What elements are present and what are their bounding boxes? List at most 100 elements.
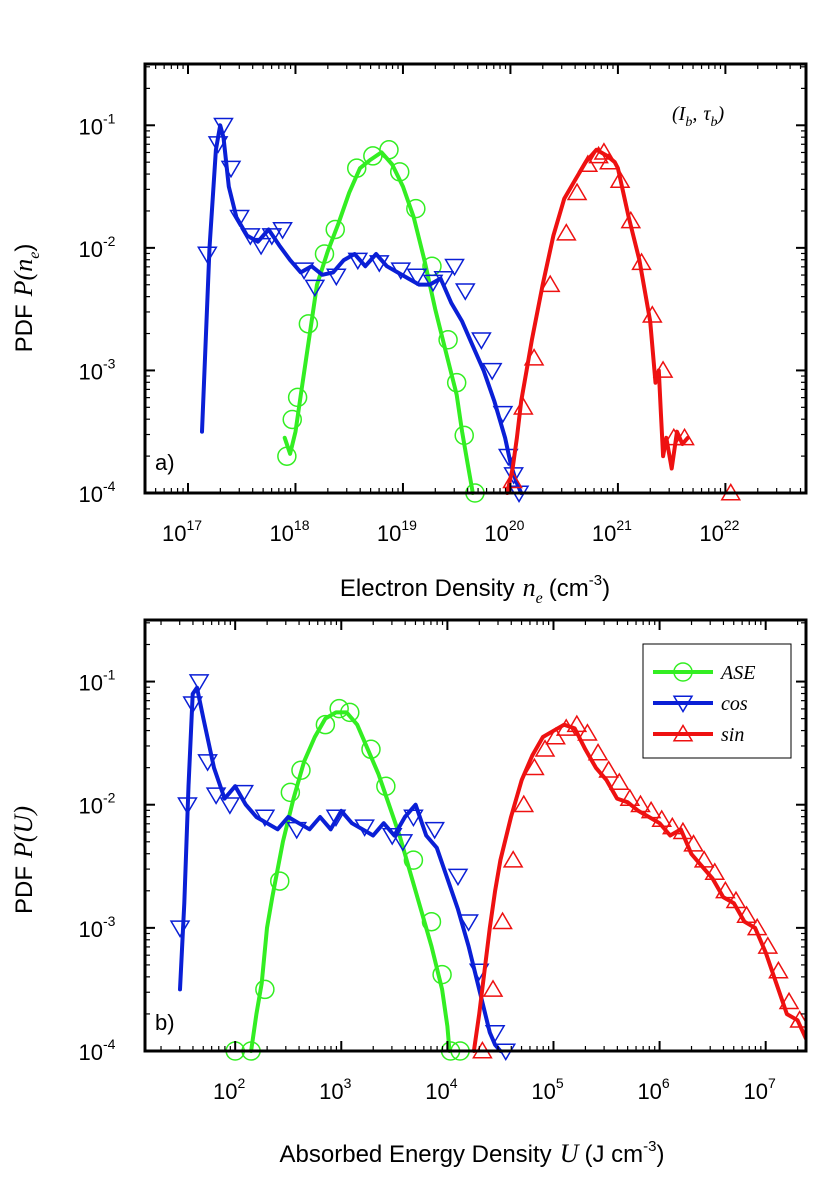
marker-cos bbox=[325, 809, 347, 828]
marker-cos bbox=[254, 809, 276, 828]
marker-ase bbox=[269, 871, 290, 891]
panel-b-ticks: 102 103 104 105 106 107 10-1 10-2 10-3 10-4 bbox=[79, 620, 806, 1104]
x-tick-label: 1017 bbox=[162, 517, 202, 546]
marker-sin bbox=[587, 742, 609, 761]
panel-a: 1017 1018 1019 1020 1021 1022 10-1 10-2 10-3 10-4… bbox=[9, 62, 808, 607]
marker-cos bbox=[458, 914, 479, 932]
marker-cos bbox=[261, 228, 283, 246]
marker-sin bbox=[556, 223, 577, 241]
marker-cos bbox=[182, 696, 204, 714]
marker-cos bbox=[424, 821, 445, 840]
x-tick-label: 1021 bbox=[592, 517, 632, 546]
panel-a-ticks: 1017 1018 1019 1020 1021 1022 10-1 10-2 10-3 10-4 bbox=[79, 64, 806, 546]
y-tick-label: 10-2 bbox=[79, 790, 116, 819]
y-tick-label: 10-3 bbox=[79, 355, 116, 384]
marker-sin bbox=[545, 726, 566, 745]
legend-label-sin: sin bbox=[721, 724, 744, 746]
marker-sin bbox=[663, 427, 685, 446]
marker-sin bbox=[704, 862, 726, 880]
panel-a-series bbox=[197, 117, 742, 504]
marker-sin bbox=[651, 809, 673, 827]
marker-sin bbox=[523, 348, 545, 366]
marker-sin bbox=[609, 170, 631, 188]
marker-cos bbox=[433, 271, 455, 289]
marker-sin bbox=[630, 794, 651, 813]
marker-cos bbox=[286, 821, 308, 840]
marker-ase bbox=[325, 219, 345, 240]
marker-cos bbox=[169, 920, 191, 938]
marker-ase bbox=[315, 714, 336, 735]
panel-b-xlabel: Absorbed Energy Density U (J cm-3) bbox=[280, 1138, 665, 1168]
marker-ase bbox=[389, 162, 410, 182]
panel-b: 102 103 104 105 106 107 10-1 10-2 10-3 10-4 b) AS… bbox=[9, 618, 808, 1168]
marker-sin bbox=[577, 723, 598, 741]
marker-cos bbox=[390, 262, 412, 280]
marker-sin bbox=[577, 154, 599, 173]
panel-b-frame bbox=[143, 618, 808, 1053]
panel-a-xlabel: Electron Density ne (cm-3) bbox=[340, 572, 610, 607]
marker-sin bbox=[789, 1010, 806, 1028]
panel-a-frame bbox=[143, 62, 808, 495]
marker-sin bbox=[534, 739, 556, 757]
panel-a-label: a) bbox=[155, 450, 175, 475]
marker-cos bbox=[326, 268, 347, 287]
marker-sin bbox=[778, 991, 800, 1010]
marker-sin bbox=[502, 470, 523, 489]
marker-cos bbox=[304, 279, 326, 298]
marker-cos bbox=[205, 787, 227, 805]
marker-cos bbox=[233, 784, 254, 803]
series-line-sin bbox=[471, 722, 806, 1053]
marker-cos bbox=[219, 797, 241, 815]
marker-ase bbox=[291, 760, 311, 780]
marker-ase bbox=[406, 198, 426, 219]
marker-cos bbox=[177, 797, 198, 815]
x-tick-label: 106 bbox=[637, 1075, 669, 1104]
marker-ase bbox=[298, 314, 319, 334]
y-tick-label: 10-1 bbox=[79, 667, 116, 696]
marker-ase bbox=[282, 409, 302, 430]
marker-sin bbox=[539, 274, 561, 293]
y-tick-label: 10-1 bbox=[79, 110, 116, 139]
marker-sin bbox=[608, 772, 630, 791]
x-tick-label: 105 bbox=[531, 1075, 563, 1104]
marker-sin bbox=[631, 252, 652, 271]
marker-cos bbox=[368, 255, 390, 273]
marker-sin bbox=[640, 800, 662, 819]
marker-ase bbox=[454, 425, 474, 446]
x-tick-label: 1019 bbox=[377, 517, 417, 546]
marker-ase bbox=[314, 244, 335, 264]
marker-sin bbox=[746, 917, 768, 936]
marker-sin bbox=[757, 936, 779, 954]
marker-ase bbox=[361, 739, 381, 760]
marker-cos bbox=[422, 274, 444, 293]
marker-sin bbox=[593, 142, 615, 160]
marker-cos bbox=[197, 246, 218, 265]
panel-b-ylabel: PDFP(U) bbox=[9, 806, 38, 914]
marker-ase bbox=[379, 140, 399, 160]
x-tick-label: 107 bbox=[744, 1075, 776, 1104]
marker-cos bbox=[347, 252, 369, 271]
marker-ase bbox=[255, 979, 275, 1000]
y-tick-label: 10-4 bbox=[79, 478, 116, 507]
marker-ase bbox=[376, 776, 396, 796]
marker-sin bbox=[672, 821, 694, 840]
x-tick-label: 1018 bbox=[269, 517, 309, 546]
marker-sin bbox=[620, 210, 642, 229]
marker-sin bbox=[598, 760, 619, 778]
marker-sin bbox=[725, 890, 747, 909]
marker-sin bbox=[492, 911, 513, 930]
marker-sin bbox=[693, 850, 715, 868]
marker-sin bbox=[502, 850, 524, 868]
marker-sin bbox=[482, 979, 504, 997]
series-line-cos bbox=[178, 685, 503, 1053]
panel-b-legend: ASE cos sin bbox=[642, 643, 792, 759]
marker-sin bbox=[641, 305, 663, 323]
legend-marker-cos bbox=[672, 695, 694, 714]
panel-b-label: b) bbox=[155, 1010, 175, 1035]
marker-cos bbox=[272, 221, 293, 240]
x-tick-label: 103 bbox=[319, 1075, 351, 1104]
marker-sin bbox=[674, 427, 695, 446]
marker-sin bbox=[715, 880, 736, 899]
marker-cos bbox=[447, 868, 469, 887]
